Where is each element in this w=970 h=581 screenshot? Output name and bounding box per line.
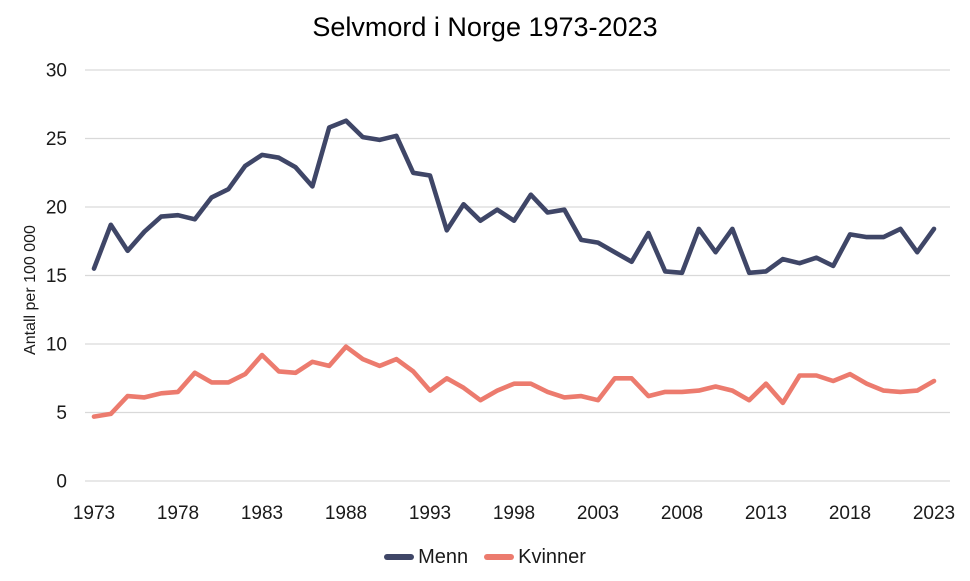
x-tick-label-2008: 2008 (661, 503, 703, 524)
legend: Menn Kvinner (0, 543, 970, 571)
legend-item-kvinner: Kvinner (484, 546, 586, 569)
series-lines (91, 118, 937, 419)
x-tick-label-2003: 2003 (577, 503, 619, 524)
x-tick-label-1983: 1983 (241, 503, 283, 524)
gridlines (85, 69, 950, 482)
y-tick-label-15: 15 (46, 266, 67, 287)
x-tick-label-1993: 1993 (409, 503, 451, 524)
legend-label-kvinner: Kvinner (518, 545, 586, 568)
y-tick-label-5: 5 (56, 403, 67, 424)
line-kvinner (91, 344, 937, 419)
y-tick-label-20: 20 (46, 198, 67, 219)
line-menn (91, 118, 937, 276)
legend-label-menn: Menn (418, 545, 469, 568)
x-axis-tick-labels: 1973 1978 1983 1988 1993 1998 2003 2008 2013 2018… (73, 503, 955, 524)
x-tick-label-1998: 1998 (493, 503, 535, 524)
y-tick-label-25: 25 (46, 129, 67, 150)
y-tick-label-0: 0 (56, 472, 67, 493)
y-tick-label-30: 30 (46, 61, 67, 82)
x-tick-label-1988: 1988 (325, 503, 367, 524)
x-tick-label-1973: 1973 (73, 503, 115, 524)
y-axis-tick-labels: 0 5 10 15 20 25 30 (46, 61, 67, 493)
legend-item-menn: Menn (384, 546, 468, 569)
x-tick-label-1978: 1978 (157, 503, 199, 524)
chart-title: Selvmord i Norge 1973-2023 (312, 12, 658, 42)
menn-line-swatch-icon (384, 554, 415, 560)
x-tick-label-2018: 2018 (829, 503, 871, 524)
y-tick-label-10: 10 (46, 335, 67, 356)
x-tick-label-2023: 2023 (913, 503, 955, 524)
x-tick-label-2013: 2013 (745, 503, 787, 524)
kvinner-line-swatch-icon (484, 554, 515, 560)
